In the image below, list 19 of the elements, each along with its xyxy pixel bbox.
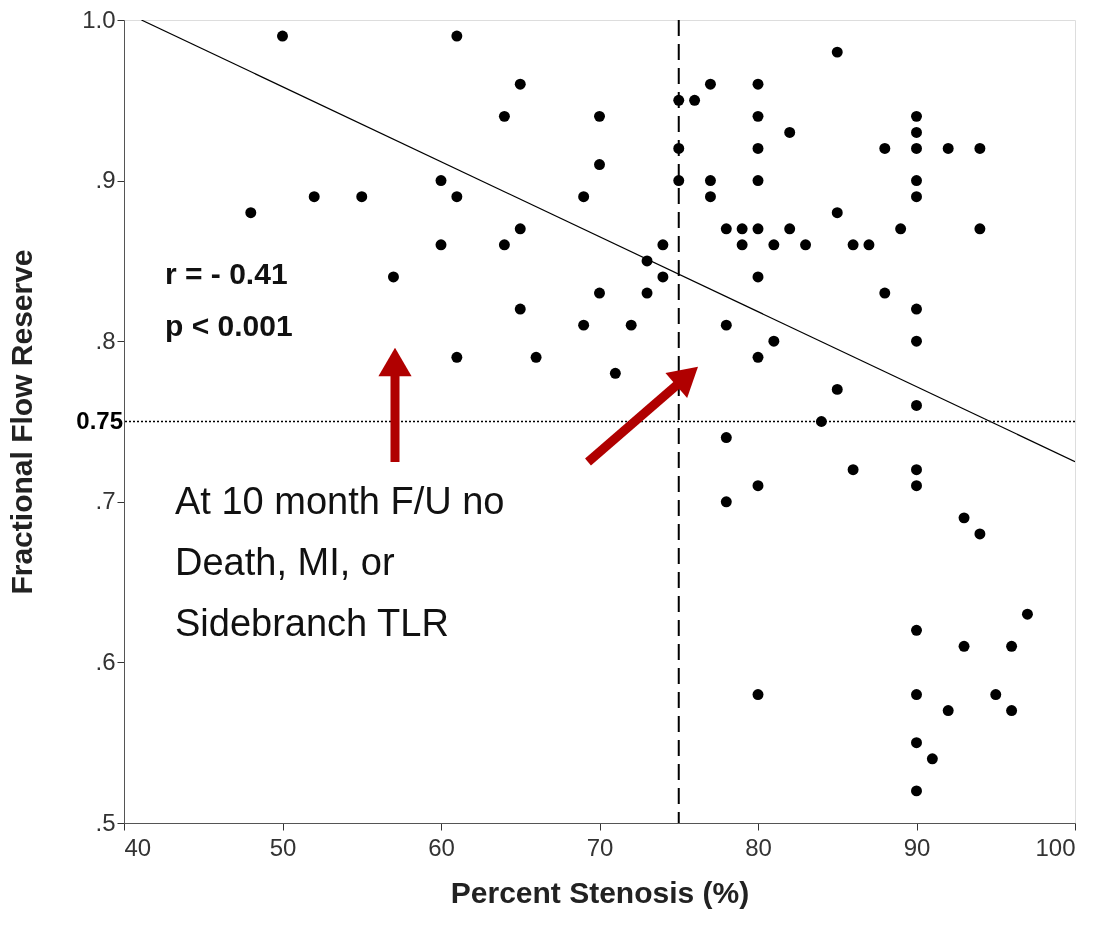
- x-tick-label: 100: [1035, 833, 1076, 861]
- y-tick-label: .5: [95, 808, 116, 836]
- x-tick-label: 60: [428, 833, 455, 861]
- y-tick-label: .9: [95, 166, 116, 194]
- x-tick-label: 50: [269, 833, 297, 861]
- annotation: At 10 month F/U no Death, MI, or Sidebranch TLR: [175, 480, 505, 644]
- y-tick-label: .7: [95, 487, 116, 515]
- x-tick-label: 90: [903, 833, 931, 861]
- y-axis-title: Fractional Flow Reserve: [5, 249, 39, 595]
- ref-line-label: 0.75: [76, 406, 123, 434]
- x-tick-label: 70: [586, 833, 614, 861]
- x-tick-label: 80: [745, 833, 772, 861]
- y-tick-label: .8: [95, 326, 116, 354]
- x-tick-label: 40: [124, 833, 152, 861]
- annotation: p < 0.001: [165, 309, 293, 342]
- y-tick-label: .6: [95, 647, 116, 675]
- y-tick-label: 1.0: [82, 5, 116, 33]
- x-axis-title: Percent Stenosis (%): [450, 875, 750, 909]
- annotation: r = - 0.41: [165, 257, 288, 290]
